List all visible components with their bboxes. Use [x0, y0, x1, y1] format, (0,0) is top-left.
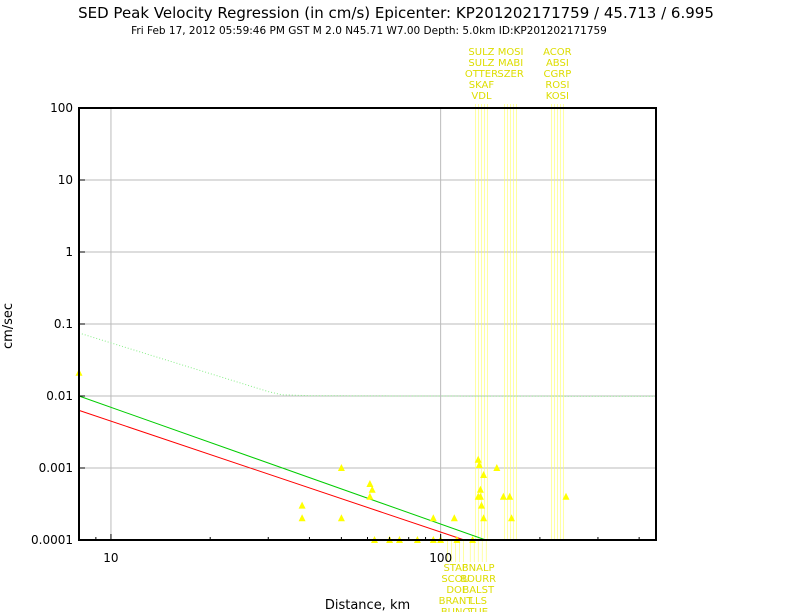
x-axis-label: Distance, km	[325, 598, 410, 612]
station-label: TUE	[467, 607, 488, 612]
data-points	[75, 368, 570, 543]
x-tick-label: 100	[429, 551, 452, 565]
station-label: MABI	[498, 58, 523, 69]
y-tick-label: 0.01	[46, 389, 73, 403]
data-point	[480, 514, 488, 522]
data-point	[562, 492, 570, 500]
station-label: KOSI	[546, 91, 569, 102]
data-point	[366, 480, 374, 487]
y-tick-label: 0.1	[54, 317, 73, 331]
y-tick-label: 10	[58, 173, 73, 187]
station-label: SCOU	[441, 574, 470, 585]
station-label: STAF	[443, 563, 468, 574]
data-point	[499, 492, 507, 500]
regression-line-solid-red	[78, 409, 465, 541]
station-label: BNALP	[462, 563, 495, 574]
y-axis-label: cm/sec	[1, 303, 16, 349]
station-label: ABSI	[546, 58, 569, 69]
data-point	[298, 501, 306, 509]
data-point	[480, 471, 488, 478]
y-tick-label: 0.001	[39, 461, 73, 475]
data-point	[476, 492, 484, 500]
station-label: DOI	[446, 585, 465, 596]
data-point	[478, 501, 485, 509]
data-point	[368, 485, 376, 493]
station-label: OTTER	[465, 69, 498, 80]
y-tick-label: 1	[65, 245, 73, 259]
station-label: ROSI	[545, 80, 569, 91]
axis-ticks: 100 10 1 0.1 0.01 0.001 0.0001 10 100	[31, 101, 640, 565]
data-point	[298, 514, 306, 522]
chart-subtitle: Fri Feb 17, 2012 05:59:46 PM GST M 2.0 N…	[131, 25, 607, 37]
grid	[79, 107, 656, 541]
y-tick-label: 100	[50, 101, 73, 115]
station-leader-lines	[447, 104, 564, 562]
regression-line-dotted	[78, 332, 657, 397]
station-label: SULZ	[468, 47, 494, 58]
station-labels: SULZSULZOTTERSKAFVDLMOSIMABISZERACORABSI…	[439, 47, 572, 612]
station-label: BUNO	[441, 607, 471, 612]
regression-line-solid-green	[78, 395, 486, 541]
station-label: SZER	[497, 69, 524, 80]
data-point	[429, 514, 437, 522]
data-point	[475, 461, 483, 468]
data-point	[474, 455, 482, 463]
station-label: ACOR	[543, 47, 572, 58]
data-point	[493, 464, 501, 471]
data-point	[508, 514, 515, 522]
station-label: SKAF	[469, 80, 495, 91]
regression-lines	[78, 332, 657, 541]
station-label: BRANT	[439, 596, 474, 607]
station-label: LLS	[469, 596, 487, 607]
data-point	[337, 464, 345, 471]
x-tick-label: 10	[103, 551, 118, 565]
data-point	[337, 514, 345, 522]
station-label: BALST	[462, 585, 495, 596]
station-label: MOSI	[498, 47, 524, 58]
y-tick-label: 0.0001	[31, 533, 73, 547]
station-label: SULZ	[468, 58, 494, 69]
data-point	[506, 492, 514, 500]
data-point	[366, 492, 374, 500]
station-label: VDL	[471, 91, 492, 102]
data-point	[476, 485, 484, 493]
chart-title: SED Peak Velocity Regression (in cm/s) E…	[78, 4, 714, 22]
data-point	[450, 514, 458, 522]
station-label: CGRP	[544, 69, 572, 80]
station-label: BOURR	[460, 574, 496, 585]
